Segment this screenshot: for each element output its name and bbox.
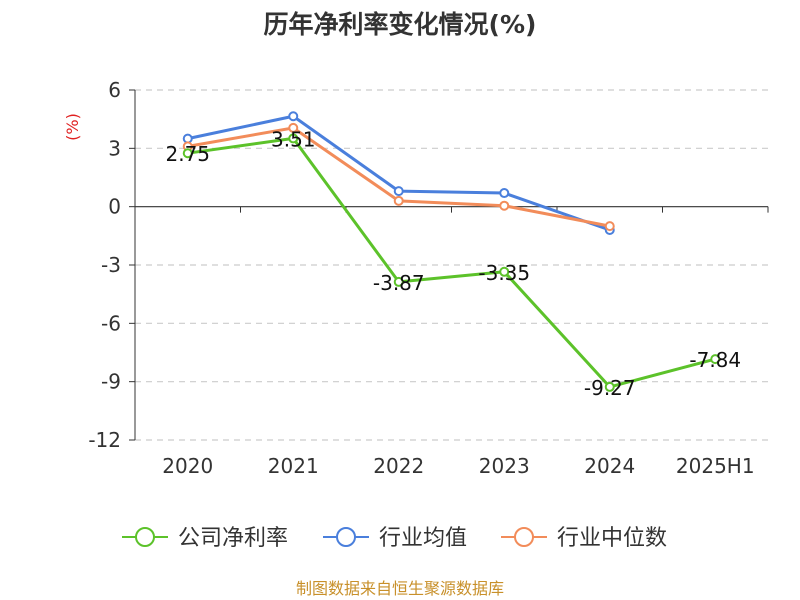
data-label: -7.84	[689, 348, 741, 372]
legend-label: 行业均值	[379, 526, 467, 551]
data-point	[604, 381, 615, 392]
legend-item[interactable]: 公司净利率	[122, 526, 288, 551]
x-tick-label: 2023	[479, 454, 530, 478]
data-point	[288, 133, 299, 144]
data-label: -3.35	[478, 261, 530, 285]
y-tick-label: -6	[101, 311, 121, 335]
series-group	[182, 111, 721, 392]
legend-marker	[135, 527, 155, 547]
x-tick-label: 2020	[162, 454, 213, 478]
y-tick-label: 6	[108, 78, 121, 102]
axes	[134, 90, 769, 440]
y-tick-label: -3	[101, 253, 121, 277]
chart-title: 历年净利率变化情况(%)	[264, 10, 537, 39]
legend-label: 行业中位数	[557, 526, 667, 551]
data-point	[710, 354, 721, 365]
data-label: -9.27	[584, 376, 636, 400]
data-point	[288, 122, 299, 133]
data-label: 2.75	[165, 142, 210, 166]
legend-marker	[514, 527, 534, 547]
data-point	[393, 186, 404, 197]
legend-item[interactable]: 行业均值	[323, 526, 467, 551]
y-axis-label: (%)	[63, 113, 82, 141]
data-labels: 2.75 3.51 -3.87 -3.35 -9.27 -7.84	[165, 127, 741, 400]
legend-label: 公司净利率	[178, 526, 288, 551]
data-point	[499, 200, 510, 211]
data-point	[499, 188, 510, 199]
data-point	[499, 266, 510, 277]
legend-item[interactable]: 行业中位数	[501, 526, 667, 551]
data-point	[182, 148, 193, 159]
y-tick-label: -12	[88, 428, 121, 452]
data-point	[393, 276, 404, 287]
y-tick-label: -9	[101, 370, 121, 394]
grid	[135, 89, 768, 441]
y-tick-label: 3	[108, 136, 121, 160]
series-line	[187, 136, 716, 389]
legend-marker	[336, 527, 356, 547]
y-tick-label: 0	[108, 195, 121, 219]
source-note: 制图数据来自恒生聚源数据库	[296, 579, 504, 598]
series-line	[187, 126, 611, 228]
data-point	[393, 195, 404, 206]
x-axis-ticks: 2020 2021 2022 2023 2024 2025H1	[162, 454, 754, 478]
x-tick-label: 2024	[584, 454, 635, 478]
data-label: -3.87	[373, 271, 425, 295]
data-label: 3.51	[271, 127, 316, 151]
data-point	[604, 221, 615, 232]
y-axis-ticks: 6 3 0 -3 -6 -9 -12	[88, 78, 135, 452]
x-tick-label: 2025H1	[676, 454, 755, 478]
data-point	[288, 111, 299, 122]
x-tick-label: 2021	[268, 454, 319, 478]
x-tick-label: 2022	[373, 454, 424, 478]
legend[interactable]: 公司净利率 行业均值 行业中位数	[122, 526, 667, 551]
